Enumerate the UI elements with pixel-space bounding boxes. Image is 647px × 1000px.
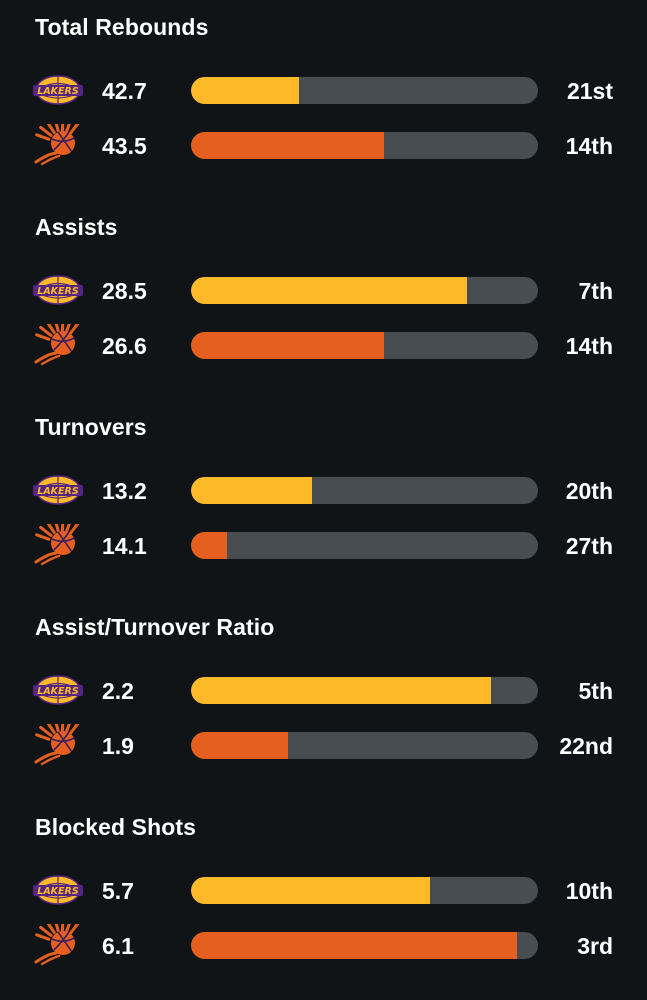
svg-text:LAKERS: LAKERS [37,886,79,897]
stat-row-lakers: LAKERS 13.2 20th [0,475,647,506]
league-rank: 22nd [559,733,613,759]
stat-row-suns: 26.6 14th [0,324,647,366]
league-rank: 7th [578,278,614,304]
stat-section-total-rebounds: Total Rebounds LAKERS 42.7 21st 43.5 14t… [0,0,647,190]
svg-text:LAKERS: LAKERS [37,86,79,97]
stat-bar-track [191,532,538,559]
section-title: Total Rebounds [35,14,209,40]
league-rank: 21st [566,78,613,104]
lakers-logo-icon: LAKERS [32,469,84,511]
stat-row-lakers: LAKERS 28.5 7th [0,275,647,306]
stat-bar-track [191,877,538,904]
stat-bar-track [191,732,538,759]
league-rank: 27th [565,533,613,559]
stat-value: 13.2 [102,478,147,504]
stat-bar-fill [191,277,467,304]
section-title: Assist/Turnover Ratio [35,614,275,640]
lakers-logo-icon: LAKERS [32,669,84,711]
league-rank: 5th [578,678,614,704]
league-rank: 14th [565,333,613,359]
stat-row-lakers: LAKERS 2.2 5th [0,675,647,706]
league-rank: 20th [565,478,613,504]
league-rank: 3rd [577,933,613,959]
stat-bar-fill [191,532,228,559]
suns-logo-icon [32,524,84,566]
stat-bar-track [191,932,538,959]
lakers-logo-icon: LAKERS [32,69,84,111]
stat-row-suns: 43.5 14th [0,124,647,166]
section-title: Blocked Shots [35,814,197,840]
lakers-logo-icon: LAKERS [32,869,84,911]
stat-bar-fill [191,877,431,904]
stat-bar-fill [191,332,384,359]
suns-logo-icon [32,124,84,166]
stat-bar-fill [191,732,289,759]
league-rank: 10th [565,878,613,904]
league-rank: 14th [565,133,613,159]
section-title: Assists [35,214,118,240]
stat-value: 42.7 [102,78,147,104]
suns-logo-icon [32,724,84,766]
stat-value: 5.7 [102,878,134,904]
stat-row-lakers: LAKERS 5.7 10th [0,875,647,906]
stat-section-turnovers: Turnovers LAKERS 13.2 20th 14.1 27th [0,400,647,590]
stat-row-suns: 1.9 22nd [0,724,647,766]
stat-value: 2.2 [102,678,134,704]
stat-bar-track [191,477,538,504]
stat-bar-fill [191,477,313,504]
stat-bar-track [191,277,538,304]
stat-row-suns: 14.1 27th [0,524,647,566]
stat-bar-track [191,677,538,704]
stat-bar-track [191,132,538,159]
svg-text:LAKERS: LAKERS [37,686,79,697]
suns-logo-icon [32,324,84,366]
stat-section-blocked-shots: Blocked Shots LAKERS 5.7 10th 6.1 3rd [0,800,647,990]
stat-bar-fill [191,677,492,704]
stat-bar-track [191,332,538,359]
stat-section-assist-turnover-ratio: Assist/Turnover Ratio LAKERS 2.2 5th 1.9… [0,600,647,790]
stat-bar-track [191,77,538,104]
stat-value: 1.9 [102,733,134,759]
stat-bar-fill [191,932,518,959]
stat-value: 26.6 [102,333,147,359]
stat-row-lakers: LAKERS 42.7 21st [0,75,647,106]
stat-row-suns: 6.1 3rd [0,924,647,966]
svg-text:LAKERS: LAKERS [37,486,79,497]
lakers-logo-icon: LAKERS [32,269,84,311]
stat-bar-fill [191,132,384,159]
stat-value: 43.5 [102,133,147,159]
suns-logo-icon [32,924,84,966]
section-title: Turnovers [35,414,147,440]
stat-value: 28.5 [102,278,147,304]
svg-text:LAKERS: LAKERS [37,286,79,297]
stat-value: 14.1 [102,533,147,559]
stat-value: 6.1 [102,933,134,959]
stat-section-assists: Assists LAKERS 28.5 7th 26.6 14th [0,200,647,390]
stat-bar-fill [191,77,299,104]
